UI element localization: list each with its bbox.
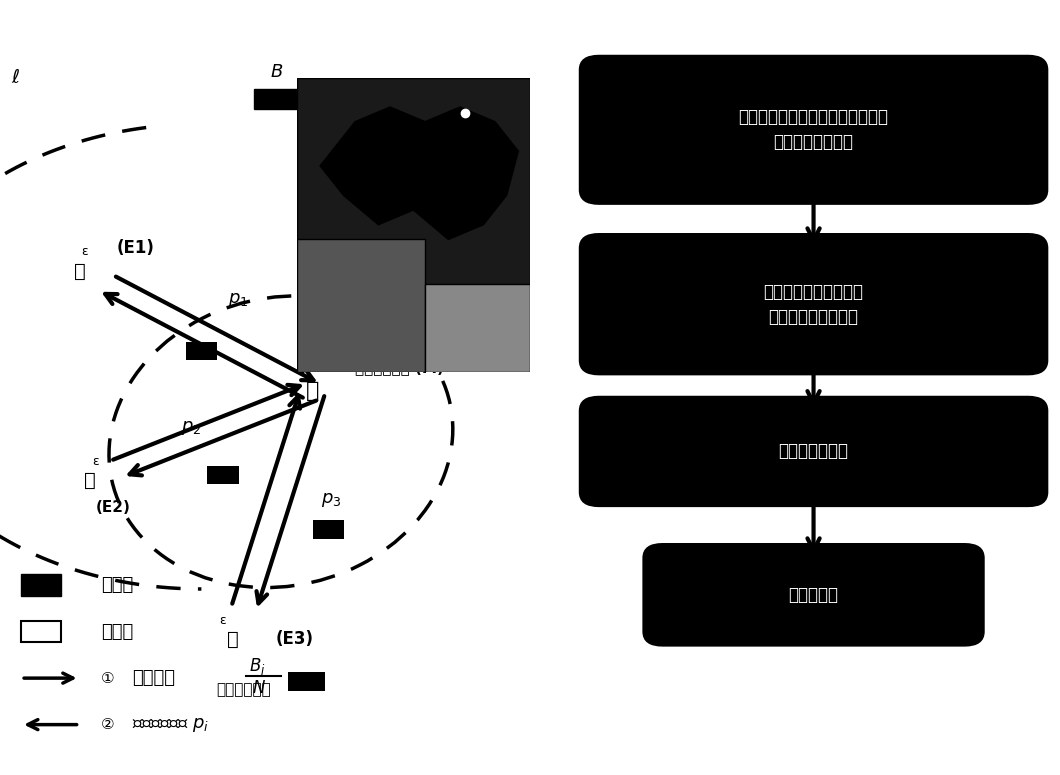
FancyBboxPatch shape bbox=[643, 544, 984, 646]
Text: 扩展无人机间中继无人机发射功率
的总能耗函数求解: 扩展无人机间中继无人机发射功率 的总能耗函数求解 bbox=[739, 109, 888, 151]
Text: $p_2$: $p_2$ bbox=[180, 419, 201, 437]
Text: 核心网: 核心网 bbox=[101, 576, 132, 594]
Text: 扩展网: 扩展网 bbox=[101, 622, 132, 641]
Polygon shape bbox=[320, 107, 518, 239]
FancyBboxPatch shape bbox=[580, 397, 1047, 506]
FancyBboxPatch shape bbox=[580, 56, 1047, 204]
Text: ε: ε bbox=[92, 455, 99, 467]
Text: ②: ② bbox=[101, 717, 114, 732]
Text: (E2): (E2) bbox=[95, 500, 130, 515]
Text: $B_j$: $B_j$ bbox=[249, 657, 266, 680]
Text: 对上一层次问题求解，
得到每个子问题的解: 对上一层次问题求解， 得到每个子问题的解 bbox=[763, 283, 864, 326]
Text: 对底层问题求解: 对底层问题求解 bbox=[778, 443, 849, 460]
Bar bbox=[254, 89, 323, 108]
FancyBboxPatch shape bbox=[580, 234, 1047, 374]
Text: 找到最优解: 找到最优解 bbox=[789, 586, 838, 604]
Text: 中继小无人机 (M): 中继小无人机 (M) bbox=[355, 360, 444, 376]
Bar bbox=[425, 284, 530, 372]
Text: $B$: $B$ bbox=[270, 64, 283, 81]
Bar bbox=[207, 466, 238, 484]
Text: $p_1$: $p_1$ bbox=[228, 291, 249, 309]
Bar bbox=[297, 239, 425, 372]
Text: $p_3$: $p_3$ bbox=[321, 491, 341, 509]
Bar bbox=[21, 621, 61, 642]
Text: 扩展小无人机: 扩展小无人机 bbox=[216, 682, 271, 698]
Text: ε: ε bbox=[82, 246, 88, 258]
Bar bbox=[186, 342, 217, 360]
Text: $N$: $N$ bbox=[252, 679, 266, 698]
Bar bbox=[21, 574, 61, 596]
Text: 分配带宽: 分配带宽 bbox=[132, 669, 176, 687]
Text: 决策传输功率 $p_i$: 决策传输功率 $p_i$ bbox=[132, 715, 210, 734]
Text: $\ell$: $\ell$ bbox=[12, 68, 20, 87]
Text: ①: ① bbox=[101, 670, 114, 686]
Text: 🚁: 🚁 bbox=[84, 471, 96, 490]
Text: (E1): (E1) bbox=[117, 239, 155, 257]
Bar bbox=[288, 672, 324, 691]
Text: 🚁: 🚁 bbox=[73, 262, 86, 281]
Bar bbox=[313, 520, 344, 539]
Text: ε: ε bbox=[299, 366, 305, 378]
Text: (E3): (E3) bbox=[276, 630, 314, 649]
Text: 🚁: 🚁 bbox=[227, 630, 240, 649]
Text: 🚁: 🚁 bbox=[306, 381, 319, 401]
Text: ε: ε bbox=[219, 614, 226, 626]
